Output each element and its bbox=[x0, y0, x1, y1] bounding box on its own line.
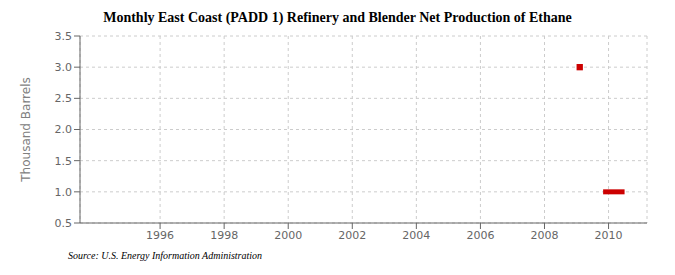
svg-text:0.5: 0.5 bbox=[55, 217, 73, 230]
svg-text:2.0: 2.0 bbox=[55, 123, 73, 136]
svg-text:Thousand Barrels: Thousand Barrels bbox=[19, 77, 33, 182]
html-text:Monthly East Coast (PADD 1) Re: Monthly East Coast (PADD 1) Refinery and… bbox=[103, 10, 572, 25]
svg-text:2008: 2008 bbox=[530, 229, 558, 242]
html-text:Source: U.S. Energy Informatio: Source: U.S. Energy Information Administ… bbox=[68, 250, 263, 261]
svg-text:2002: 2002 bbox=[338, 229, 366, 242]
svg-text:2.5: 2.5 bbox=[55, 92, 73, 105]
svg-text:1998: 1998 bbox=[210, 229, 238, 242]
svg-text:1996: 1996 bbox=[146, 229, 174, 242]
svg-text:2006: 2006 bbox=[466, 229, 494, 242]
svg-text:2010: 2010 bbox=[595, 229, 623, 242]
svg-text:1.5: 1.5 bbox=[55, 155, 73, 168]
svg-text:2000: 2000 bbox=[274, 229, 302, 242]
svg-text:1.0: 1.0 bbox=[55, 186, 73, 199]
svg-text:3.5: 3.5 bbox=[55, 30, 73, 43]
svg-text:2004: 2004 bbox=[402, 229, 430, 242]
svg-text:3.0: 3.0 bbox=[55, 61, 73, 74]
